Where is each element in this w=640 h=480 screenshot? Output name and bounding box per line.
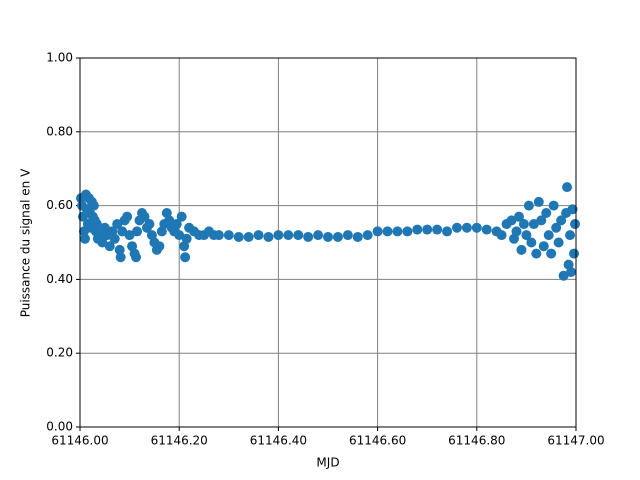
point [117,226,128,237]
point [533,196,544,207]
point [523,200,534,211]
x-tick-label: 61146.60 [349,434,406,448]
point [481,224,492,235]
point [154,241,165,252]
point [233,231,244,242]
point [402,226,413,237]
y-tick-label: 0.20 [46,346,73,360]
point [303,231,314,242]
point [131,252,142,263]
point [566,267,577,278]
x-tick-label: 61146.00 [51,434,108,448]
point [471,222,482,233]
point [528,219,539,230]
point [91,219,102,230]
point [313,230,324,241]
point [97,237,108,248]
point [273,230,284,241]
point [518,219,529,230]
point [253,230,264,241]
point [451,222,462,233]
point [114,244,125,255]
point [513,211,524,222]
x-tick-label: 61146.40 [250,434,307,448]
point [115,252,126,263]
point [132,226,143,237]
point [556,215,567,226]
point [506,215,517,226]
x-tick-label: 61146.80 [448,434,505,448]
point [558,270,569,281]
point [181,233,192,244]
y-tick-label: 0.00 [46,420,73,434]
point [293,230,304,241]
y-tick-label: 1.00 [46,51,73,65]
point [332,231,343,242]
point [432,224,443,235]
point [531,248,542,259]
point [124,230,135,241]
point [412,224,423,235]
point [562,182,573,193]
point [243,231,254,242]
x-tick-label: 61146.20 [151,434,208,448]
point [372,226,383,237]
point [548,200,559,211]
point [112,219,123,230]
point [553,237,564,248]
plot-frame [79,57,577,428]
point [442,226,453,237]
y-tick-label: 0.80 [46,124,73,138]
point [526,237,537,248]
point [496,230,507,241]
point [516,244,527,255]
point [144,219,155,230]
x-tick-label: 61147.00 [547,434,604,448]
point [139,211,150,222]
point [122,211,133,222]
point [551,222,562,233]
point [382,226,393,237]
point [180,252,191,263]
point [171,219,182,230]
point [283,230,294,241]
point [176,211,187,222]
point [546,248,557,259]
point [342,230,353,241]
point [569,248,580,259]
point [109,233,120,244]
point [567,204,578,215]
x-axis-label: MJD [316,456,339,470]
y-tick-label: 0.60 [46,198,73,212]
point [538,241,549,252]
point [392,226,403,237]
point [543,230,554,241]
point [223,230,234,241]
point [541,207,552,218]
point [536,215,547,226]
y-tick-label: 0.40 [46,272,73,286]
point [461,222,472,233]
point [323,231,333,242]
point [352,231,363,242]
point [422,224,433,235]
point [521,230,532,241]
point [570,219,581,230]
point [174,230,185,241]
point [104,241,115,252]
point [511,226,522,237]
point [213,230,224,241]
point [362,230,373,241]
point [263,231,274,242]
point [79,233,90,244]
point [88,200,99,211]
y-axis-label: Puissance du signal en V [19,168,33,317]
point [565,230,576,241]
